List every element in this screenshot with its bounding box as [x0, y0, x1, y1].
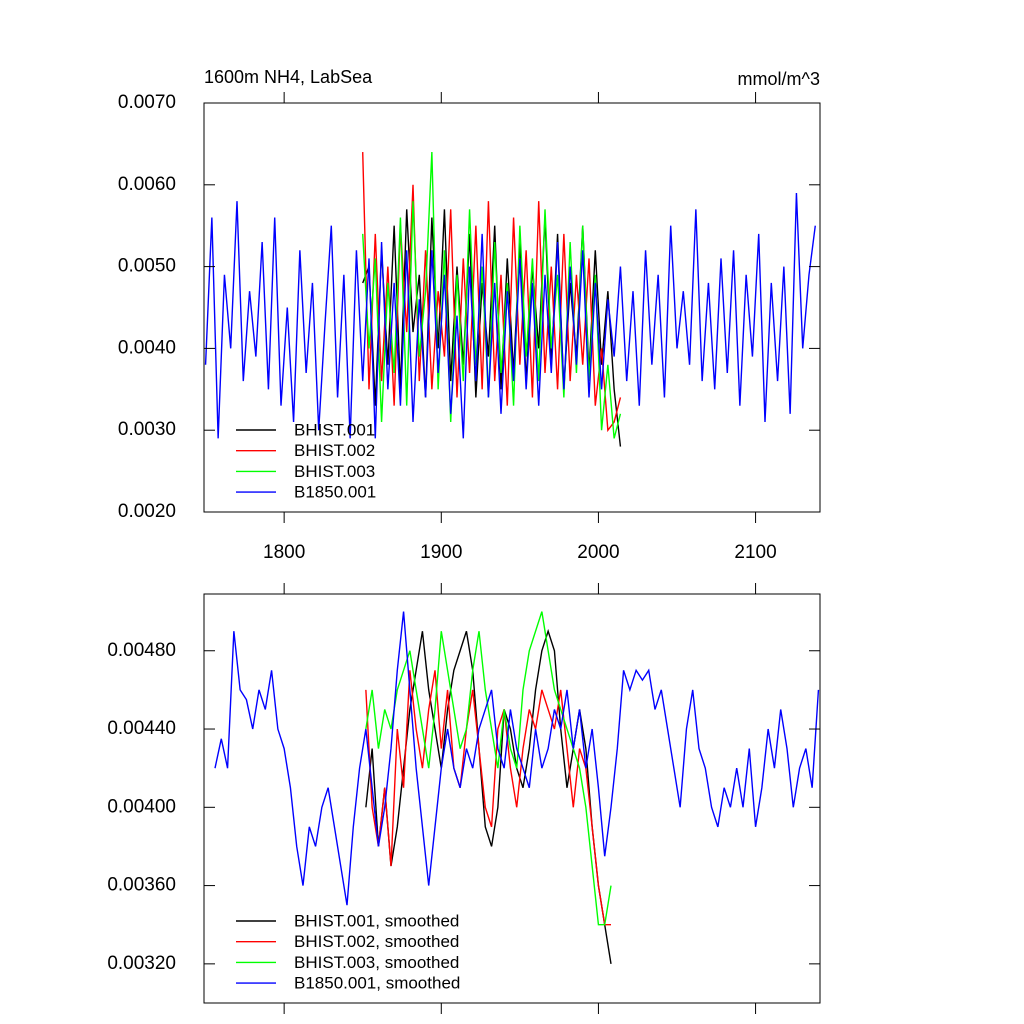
legend-label: BHIST.001, smoothed: [294, 911, 459, 930]
y-tick-label: 0.0050: [118, 256, 176, 277]
y-tick-label: 0.0060: [118, 174, 176, 195]
y-tick-label: 0.00480: [107, 640, 176, 661]
legend-label: B1850.001: [294, 483, 376, 502]
legend-label: BHIST.003, smoothed: [294, 953, 459, 972]
series-line: [214, 611, 820, 906]
y-tick-label: 0.0040: [118, 337, 176, 358]
series-line: [362, 152, 622, 433]
y-tick-label: 0.00400: [107, 796, 176, 817]
series-line: [204, 192, 816, 439]
y-tick-label: 0.0030: [118, 419, 176, 440]
legend-label: BHIST.003: [294, 462, 375, 481]
plot-frame: [203, 102, 821, 513]
legend-label: BHIST.002, smoothed: [294, 932, 459, 951]
series-line: [365, 670, 611, 926]
plot-frame: [203, 593, 821, 1004]
legend-label: BHIST.001: [294, 420, 375, 439]
y-tick-label: 0.0070: [118, 92, 176, 113]
x-tick-label: 2000: [577, 542, 619, 563]
legend-label: B1850.001, smoothed: [294, 974, 460, 993]
x-tick-label: 1900: [420, 542, 462, 563]
y-tick-label: 0.0020: [118, 501, 176, 522]
panel: 0.00320 0.00360 0.00400 0.00440 0.00480 BHIST…: [107, 583, 821, 1014]
units-label: mmol/m^3: [738, 69, 820, 89]
y-tick-label: 0.00320: [107, 953, 176, 974]
panel: 0.0020 0.0030 0.0040 0.0050 0.0060 0.0070 1800…: [118, 92, 821, 563]
chart-title: 1600m NH4, LabSea: [204, 67, 373, 87]
y-tick-label: 0.00440: [107, 718, 176, 739]
y-tick-label: 0.00360: [107, 875, 176, 896]
series-line: [365, 611, 612, 926]
x-tick-label: 1800: [263, 542, 305, 563]
x-tick-label: 2100: [734, 542, 776, 563]
legend-label: BHIST.002: [294, 441, 375, 460]
